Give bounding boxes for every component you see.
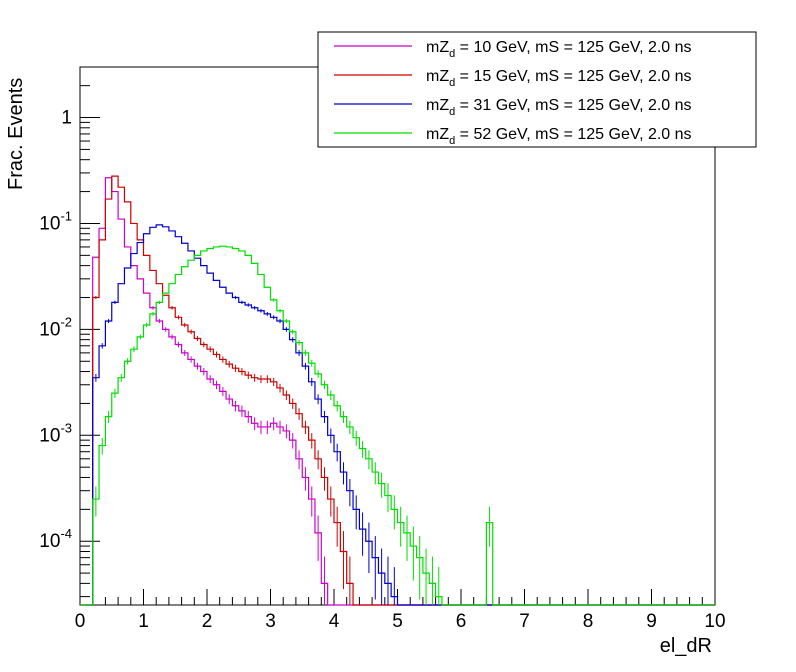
legend-label-suffix: = 52 GeV, mS = 125 GeV, 2.0 ns — [455, 126, 691, 143]
y-tick-exponent: -2 — [60, 314, 72, 329]
y-tick-base: 10 — [39, 531, 60, 552]
x-tick-label: 8 — [583, 611, 594, 632]
legend-box — [317, 31, 757, 148]
plot-frame — [79, 66, 716, 606]
y-tick-exponent: -3 — [60, 420, 72, 435]
legend-label-subscript: d — [449, 135, 455, 147]
y-tick-exponent: -4 — [60, 526, 72, 541]
y-tick-exponent: -1 — [60, 208, 72, 223]
legend-label-prefix: mZ — [426, 39, 449, 56]
y-tick-labels: 10-410-310-210-11 — [39, 108, 72, 553]
y-tick-label: 10-1 — [39, 208, 72, 234]
axis-ticks — [79, 66, 716, 605]
legend-label-suffix: = 15 GeV, mS = 125 GeV, 2.0 ns — [455, 68, 691, 85]
x-tick-labels: 0 1 2 3 4 5 6 7 8 9 10 — [75, 611, 726, 632]
legend-label-prefix: mZ — [426, 97, 449, 114]
x-tick-label: 9 — [646, 611, 657, 632]
x-tick-label: 2 — [202, 611, 213, 632]
legend-label: mZd = 15 GeV, mS = 125 GeV, 2.0 ns — [426, 68, 692, 89]
series-line — [86, 224, 715, 606]
x-tick-label: 7 — [519, 611, 530, 632]
y-axis-title: Frac. Events — [5, 78, 27, 190]
legend-label-suffix: = 10 GeV, mS = 125 GeV, 2.0 ns — [455, 39, 691, 56]
x-tick-label: 10 — [704, 611, 725, 632]
legend-label-subscript: d — [449, 106, 455, 118]
legend-label-prefix: mZ — [426, 68, 449, 85]
y-tick-base: 10 — [39, 425, 60, 446]
series-1 — [80, 177, 715, 606]
series-line — [86, 245, 715, 606]
legend-label: mZd = 52 GeV, mS = 125 GeV, 2.0 ns — [426, 126, 692, 147]
x-axis-title: el_dR — [660, 635, 712, 657]
x-tick-label: 4 — [329, 611, 340, 632]
y-tick-label: 10-2 — [39, 314, 72, 340]
series-3 — [80, 224, 715, 606]
legend-label: mZd = 10 GeV, mS = 125 GeV, 2.0 ns — [426, 39, 692, 60]
y-tick-base: 10 — [39, 213, 60, 234]
y-tick-base: 10 — [39, 319, 60, 340]
legend-label-prefix: mZ — [426, 126, 449, 143]
x-tick-label: 0 — [75, 611, 86, 632]
series-4 — [80, 245, 715, 606]
legend-label-subscript: d — [449, 48, 455, 60]
legend-label-subscript: d — [449, 77, 455, 89]
x-tick-label: 1 — [138, 611, 149, 632]
series-layer — [80, 175, 715, 606]
x-tick-label: 3 — [265, 611, 276, 632]
legend-label-suffix: = 31 GeV, mS = 125 GeV, 2.0 ns — [455, 97, 691, 114]
y-tick-label: 1 — [61, 108, 72, 129]
series-2 — [80, 175, 715, 606]
x-tick-label: 5 — [392, 611, 403, 632]
legend-label: mZd = 31 GeV, mS = 125 GeV, 2.0 ns — [426, 97, 692, 118]
y-tick-label: 10-4 — [39, 526, 72, 552]
y-tick-label: 10-3 — [39, 420, 72, 446]
series-line — [86, 175, 715, 606]
x-tick-label: 6 — [456, 611, 467, 632]
